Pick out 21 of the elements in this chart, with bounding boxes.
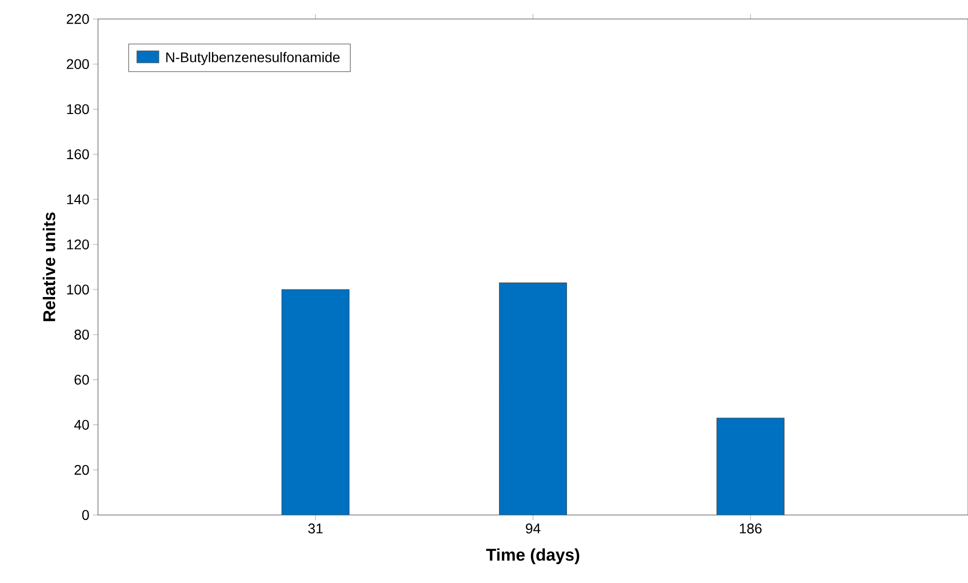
x-tick-label: 186 — [740, 524, 762, 534]
y-tick-label: 100 — [67, 284, 89, 295]
x-axis-title: Time (days) — [486, 548, 580, 564]
y-tick-label: 40 — [74, 420, 89, 430]
y-tick-label: 220 — [66, 14, 89, 24]
legend-label: N-Butylbenzenesulfonamide — [166, 52, 340, 66]
y-tick-label: 20 — [74, 464, 89, 475]
y-axis-title: Relative units — [42, 212, 56, 322]
y-tick-label: 140 — [67, 194, 89, 204]
bar — [282, 289, 350, 515]
y-tick-label: 120 — [67, 239, 89, 250]
y-tick-label: 160 — [67, 149, 89, 160]
y-tick-label: 180 — [67, 104, 89, 114]
bar — [716, 418, 784, 515]
y-tick-label: 80 — [74, 330, 89, 340]
y-tick-label: 200 — [66, 59, 89, 70]
bar — [499, 282, 567, 515]
y-tick-label: 0 — [82, 510, 89, 520]
x-tick-label: 31 — [308, 524, 323, 534]
y-tick-label: 60 — [74, 374, 89, 385]
x-tick-label: 94 — [526, 524, 540, 534]
